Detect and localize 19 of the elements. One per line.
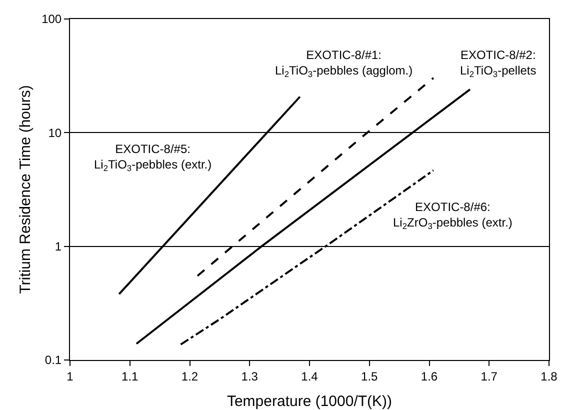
x-tick-label: 1.8 — [540, 369, 558, 384]
x-tick-label: 1.4 — [301, 369, 318, 384]
x-tick-label: 1 — [66, 369, 74, 384]
y-axis-title: Tritium Residence Time (hours) — [17, 85, 34, 294]
x-tick-label: 1.5 — [361, 369, 378, 384]
x-tick-label: 1.3 — [241, 369, 258, 384]
y-tick-label: 0.1 — [44, 353, 62, 368]
y-tick-label: 1 — [54, 240, 62, 254]
y-tick-label: 10 — [48, 126, 62, 140]
annotation: EXOTIC-8/#6: Li$_{2}$ZrO$_{3}$-pebbles (extr.) — [393, 200, 512, 232]
x-tick-label: 1.7 — [480, 369, 498, 384]
annotation: EXOTIC-8/#2: Li$_{2}$TiO$_{3}$-pellets — [460, 48, 536, 80]
annotation: EXOTIC-8/#5: Li$_{2}$TiO$_{3}$-pebbles (extr.) — [94, 142, 212, 174]
text: EXOTIC-8/#1: Li$_{2}$TiO$_{3}$-pebbles (agglom.) — [275, 48, 413, 80]
x-tick-label: 1.2 — [181, 369, 198, 384]
x-tick-label: 1.1 — [122, 369, 139, 384]
x-axis-title: Temperature (1000/T(K)) — [226, 393, 392, 410]
y-tick-label: 100 — [42, 12, 62, 26]
x-tick-label: 1.6 — [420, 369, 438, 384]
